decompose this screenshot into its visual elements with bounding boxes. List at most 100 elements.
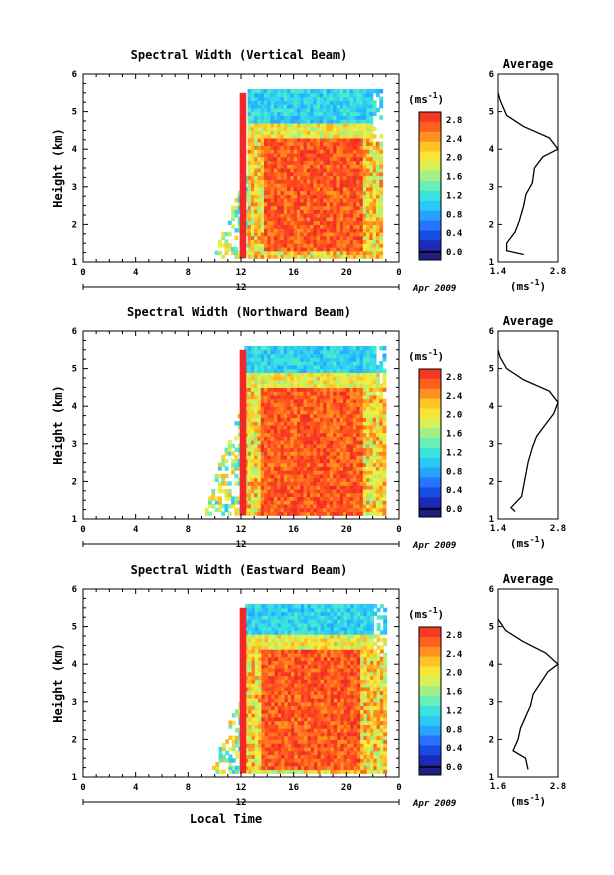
heatmap-cell [247, 156, 252, 162]
heatmap-cell [264, 402, 268, 407]
heatmap-cell [356, 409, 361, 415]
heatmap-cell [264, 254, 268, 259]
heatmap-cell [264, 425, 268, 430]
heatmap-cell [225, 758, 230, 763]
heatmap-cell [359, 126, 364, 131]
colorbar-segment [419, 428, 441, 439]
heatmap-cell [333, 481, 338, 486]
heatmap-cell [336, 349, 341, 355]
heatmap-cell [287, 134, 291, 139]
heatmap-cell [280, 440, 285, 445]
heatmap-cell [329, 492, 334, 498]
heatmap-cell [254, 683, 259, 688]
heatmap-cell [336, 485, 341, 490]
heatmap-cell [320, 126, 324, 131]
heatmap-cell [254, 440, 259, 445]
heatmap-cell [300, 492, 305, 498]
heatmap-cell [316, 171, 321, 177]
heatmap-cell [366, 511, 370, 516]
heatmap-cell [258, 750, 263, 756]
heatmap-cell [300, 194, 305, 199]
heatmap-cell [257, 451, 262, 456]
heatmap-cell [221, 488, 226, 494]
heatmap-cell [296, 209, 301, 214]
heatmap-cell [320, 198, 324, 203]
heatmap-cell [339, 361, 344, 366]
heatmap-cell [369, 171, 374, 177]
heatmap-cell [323, 104, 328, 109]
heatmap-cell [379, 421, 384, 426]
heatmap-cell [234, 473, 239, 479]
heatmap-cell [329, 235, 334, 241]
heatmap-cell [356, 183, 361, 188]
heatmap-cell [329, 179, 334, 184]
heatmap-cell [258, 731, 263, 737]
heatmap-cell [329, 455, 334, 460]
heatmap-cell [310, 149, 315, 154]
heatmap-cell [264, 228, 268, 233]
heatmap-cell [293, 100, 298, 105]
heatmap-cell [264, 440, 268, 445]
heatmap-cell [362, 239, 367, 244]
heatmap-cell [260, 92, 265, 98]
heatmap-cell [296, 145, 301, 150]
heatmap-cell [287, 190, 291, 195]
heatmap-cell [284, 683, 289, 688]
heatmap-cell [290, 119, 295, 124]
heatmap-cell [257, 224, 262, 229]
heatmap-cell [264, 372, 268, 377]
heatmap-cell [359, 228, 364, 233]
heatmap-cell [300, 224, 305, 229]
heatmap-cell [290, 115, 295, 120]
heatmap-cell [343, 231, 347, 237]
heatmap-cell [254, 107, 259, 113]
heatmap-cell [343, 368, 347, 373]
heatmap-cell [346, 477, 351, 482]
heatmap-cell [323, 507, 328, 513]
heatmap-cell [313, 186, 318, 192]
heatmap-cell [254, 137, 259, 143]
heatmap-cell [296, 447, 301, 452]
heatmap-cell [323, 436, 328, 441]
heatmap-cell [346, 447, 351, 452]
heatmap-cell [287, 119, 291, 124]
heatmap-cell [366, 406, 370, 411]
heatmap-cell [359, 496, 364, 501]
heatmap-cell [375, 379, 380, 385]
heatmap-cell [382, 368, 387, 373]
heatmap-cell [281, 716, 286, 722]
heatmap-cell [349, 160, 354, 165]
heatmap-cell [313, 141, 318, 147]
heatmap-cell [231, 743, 236, 748]
heatmap-cell [339, 89, 344, 94]
heatmap-cell [247, 216, 252, 222]
heatmap-cell [264, 750, 269, 756]
heatmap-cell [326, 481, 331, 486]
heatmap-cell [366, 205, 370, 210]
heatmap-cell [283, 186, 288, 192]
heatmap-cell [296, 205, 301, 210]
heatmap-cell [379, 246, 384, 252]
heatmap-cell [218, 758, 223, 763]
heatmap-cell [234, 447, 239, 452]
heatmap-cell [248, 731, 253, 737]
heatmap-cell [221, 511, 226, 516]
heatmap-cell [306, 470, 311, 475]
heatmap-cell [248, 739, 253, 744]
heatmap-cell [254, 769, 259, 774]
heatmap-cell [273, 179, 278, 184]
heatmap-cell [310, 361, 315, 366]
heatmap-cell [310, 492, 315, 498]
heatmap-cell [227, 246, 232, 252]
colorbar-segment [419, 487, 441, 498]
heatmap-cell [375, 194, 380, 199]
heatmap-cell [349, 224, 354, 229]
heatmap-cell [293, 156, 298, 162]
heatmap-cell [356, 451, 361, 456]
heatmap-cell [339, 425, 344, 430]
heatmap-cell [300, 432, 305, 437]
heatmap-cell [264, 731, 269, 737]
heatmap-cell [290, 485, 295, 490]
heatmap-cell [231, 458, 236, 464]
heatmap-cell [258, 698, 263, 703]
